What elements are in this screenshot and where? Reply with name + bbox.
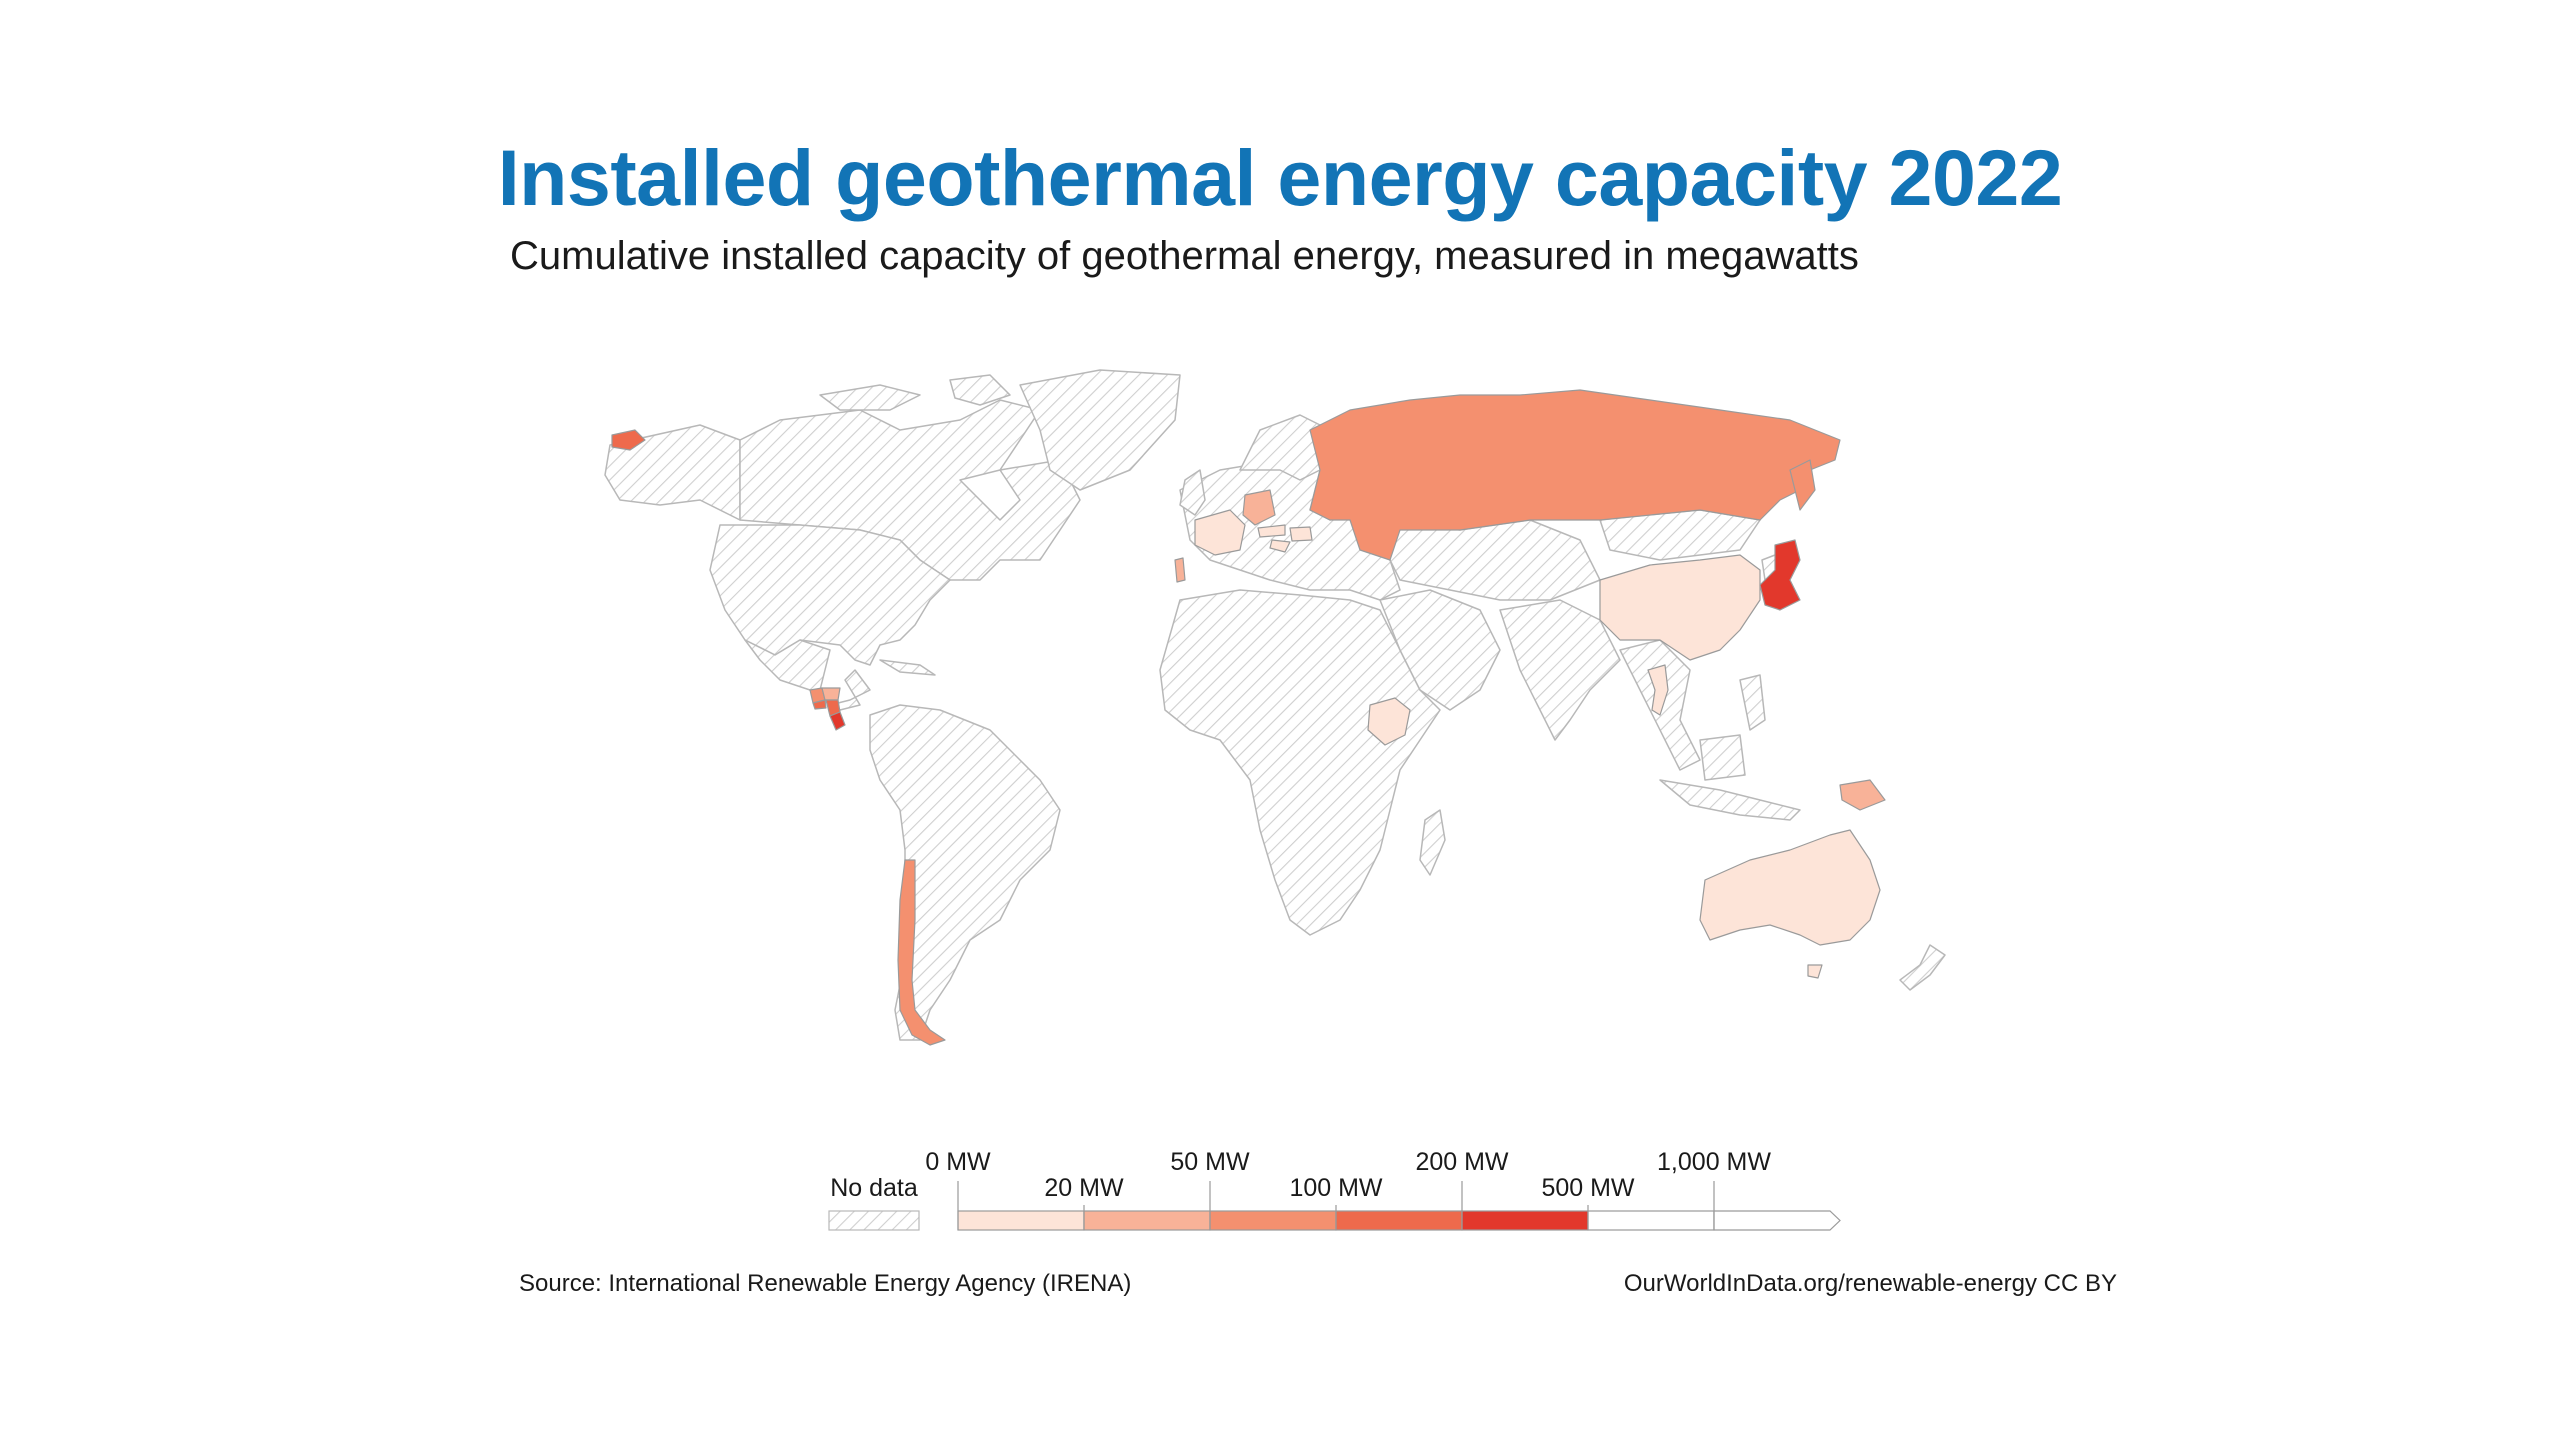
country-cuba <box>879 659 936 676</box>
credit-note: OurWorldInData.org/renewable-energy CC B… <box>1623 1270 2117 1297</box>
country-iceland <box>611 429 646 451</box>
country-new-zealand <box>1899 944 1946 991</box>
country-india <box>1499 599 1621 741</box>
page-title: Installed geothermal energy capacity 202… <box>497 133 2063 222</box>
legend-tick-1000mw: 1,000 MW <box>1657 1148 1771 1176</box>
country-middle-east <box>1379 589 1501 711</box>
legend-no-data-label: No data <box>830 1174 918 1202</box>
country-indonesia <box>1659 779 1801 821</box>
country-tasmania <box>1807 964 1823 979</box>
page-subtitle: Cumulative installed capacity of geother… <box>510 234 1859 278</box>
country-portugal <box>1174 557 1186 583</box>
legend-bin-0 <box>957 1210 1085 1231</box>
legend-tick-50mw: 50 MW <box>1170 1148 1250 1176</box>
country-chile <box>897 859 946 1046</box>
country-costa-rica <box>829 711 846 731</box>
country-germany <box>1242 489 1276 526</box>
country-borneo <box>1699 734 1746 781</box>
country-philippines <box>1739 674 1766 731</box>
country-mexico <box>744 639 871 711</box>
country-russia-kamchatka <box>1789 459 1816 511</box>
legend-no-data-swatch <box>828 1210 920 1231</box>
country-south-america <box>869 704 1061 1041</box>
legend-tick-20mw: 20 MW <box>1044 1174 1124 1202</box>
legend-tick-100mw: 100 MW <box>1289 1174 1382 1202</box>
country-arctic-islands <box>819 384 921 411</box>
country-alaska <box>604 424 741 521</box>
legend-bin-5 <box>1587 1210 1715 1231</box>
legend-bin-1 <box>1083 1210 1211 1231</box>
legend-tick-200mw: 200 MW <box>1415 1148 1508 1176</box>
country-china <box>1599 554 1761 661</box>
country-austria <box>1257 524 1286 538</box>
country-greenland <box>1019 369 1181 491</box>
source-note: Source: International Renewable Energy A… <box>519 1270 1132 1297</box>
country-hungary <box>1289 526 1313 542</box>
country-el-salvador <box>812 699 827 710</box>
country-madagascar <box>1419 809 1446 876</box>
data-countries <box>611 389 1886 1046</box>
country-russia <box>1309 389 1841 561</box>
country-uk <box>1179 469 1206 516</box>
legend-bin-6 <box>1713 1210 1841 1231</box>
country-croatia <box>1269 539 1291 553</box>
country-thailand <box>1647 664 1669 716</box>
legend-color-bar <box>957 1181 1841 1231</box>
legend-bin-4 <box>1461 1210 1589 1231</box>
country-japan <box>1759 539 1801 611</box>
country-australia <box>1699 829 1881 946</box>
country-baffin <box>949 374 1011 406</box>
country-papua-new-guinea <box>1839 779 1886 811</box>
country-france <box>1194 509 1246 556</box>
legend-tick-0mw: 0 MW <box>925 1148 991 1176</box>
country-ethiopia <box>1367 697 1411 746</box>
country-africa <box>1159 589 1441 936</box>
legend-tick-500mw: 500 MW <box>1541 1174 1634 1202</box>
legend-bin-3 <box>1335 1210 1463 1231</box>
legend-bin-2 <box>1209 1210 1337 1231</box>
